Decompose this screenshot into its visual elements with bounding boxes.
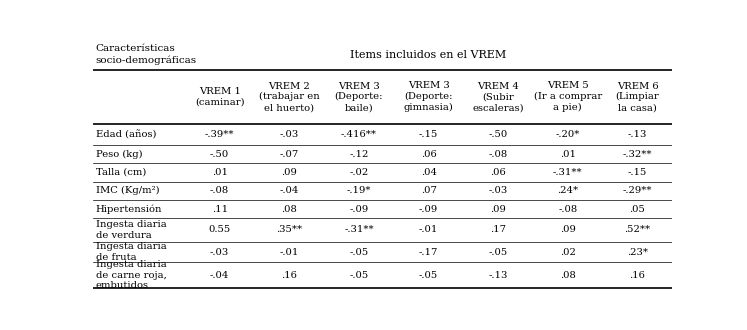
Text: VREM 3
(Deporte:
baile): VREM 3 (Deporte: baile) bbox=[335, 82, 383, 112]
Text: -.50: -.50 bbox=[489, 130, 508, 139]
Text: VREM 4
(Subir
escaleras): VREM 4 (Subir escaleras) bbox=[472, 82, 524, 112]
Text: -.416**: -.416** bbox=[341, 130, 377, 139]
Text: .08: .08 bbox=[282, 205, 297, 214]
Text: .35**: .35** bbox=[276, 225, 303, 234]
Text: .09: .09 bbox=[282, 168, 297, 177]
Text: -.01: -.01 bbox=[419, 225, 438, 234]
Text: IMC (Kg/m²): IMC (Kg/m²) bbox=[96, 186, 159, 195]
Text: .01: .01 bbox=[560, 150, 576, 159]
Text: .06: .06 bbox=[421, 150, 436, 159]
Text: -.07: -.07 bbox=[279, 150, 299, 159]
Text: -.03: -.03 bbox=[489, 186, 508, 195]
Text: -.05: -.05 bbox=[489, 248, 508, 256]
Text: .16: .16 bbox=[630, 271, 645, 280]
Text: VREM 5
(Ir a comprar
a pie): VREM 5 (Ir a comprar a pie) bbox=[533, 82, 602, 112]
Text: Edad (años): Edad (años) bbox=[96, 130, 156, 139]
Text: VREM 1
(caminar): VREM 1 (caminar) bbox=[195, 87, 244, 107]
Text: -.20*: -.20* bbox=[556, 130, 580, 139]
Text: VREM 6
(Limpiar
la casa): VREM 6 (Limpiar la casa) bbox=[616, 82, 660, 112]
Text: Ingesta diaria
de verdura: Ingesta diaria de verdura bbox=[96, 220, 167, 240]
Text: -.08: -.08 bbox=[489, 150, 508, 159]
Text: -.32**: -.32** bbox=[623, 150, 652, 159]
Text: 0.55: 0.55 bbox=[208, 225, 231, 234]
Text: -.05: -.05 bbox=[419, 271, 438, 280]
Text: -.29**: -.29** bbox=[623, 186, 652, 195]
Text: -.12: -.12 bbox=[350, 150, 368, 159]
Text: Talla (cm): Talla (cm) bbox=[96, 168, 146, 177]
Text: .02: .02 bbox=[560, 248, 576, 256]
Text: .24*: .24* bbox=[557, 186, 578, 195]
Text: -.15: -.15 bbox=[627, 168, 647, 177]
Text: Peso (kg): Peso (kg) bbox=[96, 149, 143, 159]
Text: VREM 3
(Deporte:
gimnasia): VREM 3 (Deporte: gimnasia) bbox=[403, 82, 453, 112]
Text: .17: .17 bbox=[490, 225, 506, 234]
Text: .07: .07 bbox=[421, 186, 436, 195]
Text: .16: .16 bbox=[282, 271, 297, 280]
Text: VREM 2
(trabajar en
el huerto): VREM 2 (trabajar en el huerto) bbox=[259, 82, 320, 112]
Text: -.03: -.03 bbox=[210, 248, 229, 256]
Text: -.03: -.03 bbox=[279, 130, 299, 139]
Text: -.19*: -.19* bbox=[347, 186, 371, 195]
Text: -.17: -.17 bbox=[419, 248, 438, 256]
Text: .05: .05 bbox=[630, 205, 645, 214]
Text: -.13: -.13 bbox=[489, 271, 508, 280]
Text: -.13: -.13 bbox=[627, 130, 647, 139]
Text: -.31**: -.31** bbox=[553, 168, 583, 177]
Text: -.01: -.01 bbox=[279, 248, 299, 256]
Text: .23*: .23* bbox=[627, 248, 648, 256]
Text: -.04: -.04 bbox=[210, 271, 229, 280]
Text: .04: .04 bbox=[421, 168, 436, 177]
Text: Ingesta diaria
de carne roja,
embutidos: Ingesta diaria de carne roja, embutidos bbox=[96, 260, 167, 290]
Text: Ingesta diaria
de fruta: Ingesta diaria de fruta bbox=[96, 242, 167, 262]
Text: .01: .01 bbox=[211, 168, 228, 177]
Text: Items incluidos en el VREM: Items incluidos en el VREM bbox=[350, 50, 506, 60]
Text: Hipertensión: Hipertensión bbox=[96, 204, 162, 214]
Text: -.02: -.02 bbox=[350, 168, 368, 177]
Text: -.39**: -.39** bbox=[205, 130, 235, 139]
Text: Características
socio-demográficas: Características socio-demográficas bbox=[96, 44, 196, 65]
Text: .06: .06 bbox=[490, 168, 506, 177]
Text: -.05: -.05 bbox=[350, 248, 368, 256]
Text: -.09: -.09 bbox=[419, 205, 438, 214]
Text: .09: .09 bbox=[560, 225, 576, 234]
Text: -.08: -.08 bbox=[210, 186, 229, 195]
Text: .09: .09 bbox=[490, 205, 506, 214]
Text: -.15: -.15 bbox=[419, 130, 438, 139]
Text: -.05: -.05 bbox=[350, 271, 368, 280]
Text: -.08: -.08 bbox=[558, 205, 577, 214]
Text: .11: .11 bbox=[211, 205, 228, 214]
Text: .08: .08 bbox=[560, 271, 576, 280]
Text: -.31**: -.31** bbox=[344, 225, 374, 234]
Text: -.09: -.09 bbox=[350, 205, 368, 214]
Text: -.04: -.04 bbox=[279, 186, 299, 195]
Text: -.50: -.50 bbox=[210, 150, 229, 159]
Text: .52**: .52** bbox=[624, 225, 651, 234]
